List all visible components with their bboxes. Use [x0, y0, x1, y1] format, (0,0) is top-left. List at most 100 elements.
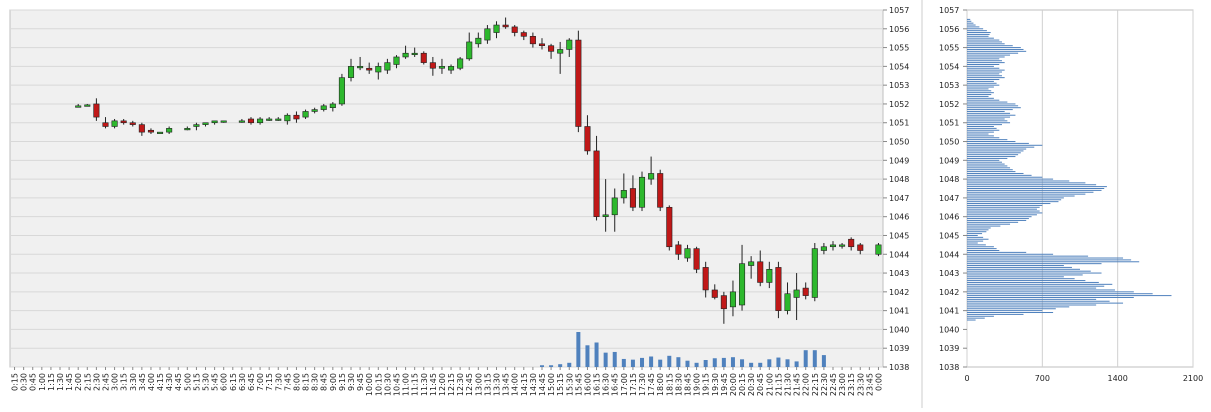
profile-bar [967, 176, 1043, 178]
profile-bar [967, 99, 1000, 101]
candle-body [302, 111, 309, 118]
main-x-tick-label: 4:45 [174, 373, 183, 391]
candle-body [857, 244, 864, 251]
candle-body [502, 24, 509, 28]
profile-bar [967, 206, 1040, 208]
volume-bar [567, 362, 572, 367]
profile-bar [967, 199, 1062, 201]
main-x-tick-label: 7:00 [256, 373, 265, 391]
profile-bar [967, 80, 994, 82]
profile-bar [967, 161, 1002, 163]
main-x-tick-label: 1:00 [38, 373, 47, 391]
volume-bar [612, 351, 617, 367]
candle-body [638, 176, 646, 208]
main-x-tick-label: 0:30 [20, 373, 29, 391]
volume-bar [767, 359, 772, 367]
profile-y-tick-label: 1055 [939, 44, 959, 53]
profile-bar [967, 248, 997, 250]
volume-bar [730, 357, 735, 367]
profile-bar [967, 300, 1110, 302]
main-x-tick-label: 5:15 [192, 373, 201, 391]
main-x-tick-label: 3:45 [138, 373, 147, 391]
profile-bar [967, 223, 1011, 225]
candle-body [357, 66, 364, 69]
main-y-tick-label: 1052 [889, 100, 909, 109]
volume-bar [803, 350, 808, 367]
profile-bar [967, 242, 978, 244]
main-y-tick-label: 1055 [889, 44, 909, 53]
main-gridlines [10, 9, 883, 368]
candle-body [629, 188, 636, 208]
main-y-tick-label: 1048 [889, 175, 909, 184]
candle-body [775, 267, 782, 311]
profile-bar [967, 285, 1105, 287]
profile-bar [967, 50, 1027, 52]
profile-bar [967, 94, 992, 96]
main-x-tick-label: 2:15 [83, 373, 92, 391]
volume-bar [603, 352, 608, 367]
main-y-tick-label: 1050 [889, 138, 909, 147]
volume-bar [785, 359, 790, 367]
profile-bar [967, 122, 1011, 124]
profile-bar [967, 116, 1011, 118]
main-x-tick-label: 15:30 [565, 373, 574, 396]
profile-bar [967, 118, 1005, 120]
profile-bar [967, 234, 978, 236]
profile-bar [967, 270, 1091, 272]
profile-bar [967, 204, 1043, 206]
profile-bar [967, 280, 1086, 282]
main-x-tick-label: 5:30 [202, 373, 211, 391]
candle-body [529, 36, 536, 45]
candle-body [593, 150, 600, 217]
main-x-tick-label: 22:00 [802, 373, 811, 396]
profile-bar [967, 67, 1000, 69]
main-x-tick-label: 15:00 [547, 373, 556, 396]
main-x-tick-label: 9:15 [338, 373, 347, 391]
main-x-tick-label: 3:00 [111, 373, 120, 391]
profile-bar [967, 180, 1070, 182]
main-y-tick-label: 1045 [889, 231, 909, 240]
main-y-tick-label: 1053 [889, 81, 909, 90]
profile-bar [967, 35, 989, 37]
main-y-tick-label: 1038 [889, 363, 909, 372]
profile-bar [967, 56, 1005, 58]
profile-bar [967, 302, 1124, 304]
main-x-tick-label: 7:45 [283, 373, 292, 391]
profile-bar [967, 195, 1075, 197]
candle-body [257, 118, 264, 124]
profile-y-tick-label: 1054 [939, 62, 959, 71]
candles [75, 17, 882, 324]
profile-bar [967, 86, 994, 88]
candle-body [729, 291, 736, 308]
profile-bar [967, 88, 989, 90]
candle-body [493, 24, 500, 33]
main-x-tick-label: 13:45 [502, 373, 511, 396]
candle-body [402, 52, 409, 58]
profile-bar [967, 43, 1005, 45]
profile-bar [967, 137, 1000, 139]
main-x-tick-label: 6:15 [229, 373, 238, 391]
candle-body [820, 246, 827, 251]
profile-bar [967, 317, 985, 319]
profile-y-tick-label: 1050 [939, 138, 959, 147]
candle-body [411, 52, 418, 56]
main-x-tick-label: 3:15 [120, 373, 129, 391]
main-y-tick-label: 1046 [889, 213, 909, 222]
main-x-tick-label: 21:00 [765, 373, 774, 396]
candle-body [511, 26, 518, 33]
candle-body [202, 122, 209, 125]
main-x-tick-label: 1:30 [56, 373, 65, 391]
profile-y-tick-label: 1039 [939, 344, 959, 353]
profile-bar [967, 272, 1102, 274]
profile-bar [967, 120, 1008, 122]
profile-bar [967, 219, 1027, 221]
profile-bar [967, 127, 997, 129]
main-x-tick-label: 20:45 [756, 373, 765, 396]
profile-bar [967, 146, 1035, 148]
candle-body [75, 105, 82, 108]
main-x-tick-label: 15:45 [574, 373, 583, 396]
candle-body [120, 120, 127, 124]
main-x-tick-label: 17:45 [647, 373, 656, 396]
profile-bar [967, 135, 994, 137]
profile-bar [967, 77, 1005, 79]
